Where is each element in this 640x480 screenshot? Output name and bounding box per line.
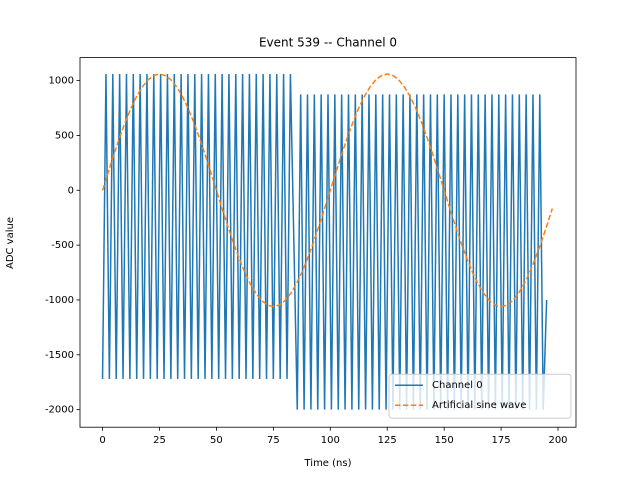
- legend-box: [388, 373, 572, 419]
- x-tick-label: 200: [548, 435, 567, 446]
- y-axis-label: ADC value: [5, 217, 16, 269]
- x-tick-label: 100: [321, 435, 340, 446]
- y-tick-label: -500: [51, 240, 74, 251]
- y-tick-label: 1000: [49, 76, 74, 87]
- series-line: [101, 74, 548, 410]
- x-tick-label: 0: [99, 435, 105, 446]
- x-tick-label: 150: [435, 435, 454, 446]
- y-tick-label: 0: [68, 185, 74, 196]
- x-tick-label: 50: [210, 435, 223, 446]
- series-line: [101, 73, 554, 308]
- x-tick-label: 25: [153, 435, 166, 446]
- x-tick-label: 125: [378, 435, 397, 446]
- y-tick-label: -1000: [45, 295, 74, 306]
- y-tick-label: 500: [55, 130, 74, 141]
- y-tick-label: -1500: [45, 350, 74, 361]
- plot-frame: [79, 57, 577, 428]
- chart-title: Event 539 -- Channel 0: [259, 36, 397, 50]
- x-axis-label: Time (ns): [303, 458, 351, 469]
- x-tick-label: 175: [492, 435, 511, 446]
- legend-label: Channel 0: [432, 380, 483, 391]
- y-tick-label: -2000: [45, 405, 74, 416]
- legend-label: Artificial sine wave: [432, 400, 526, 411]
- x-tick-label: 75: [267, 435, 280, 446]
